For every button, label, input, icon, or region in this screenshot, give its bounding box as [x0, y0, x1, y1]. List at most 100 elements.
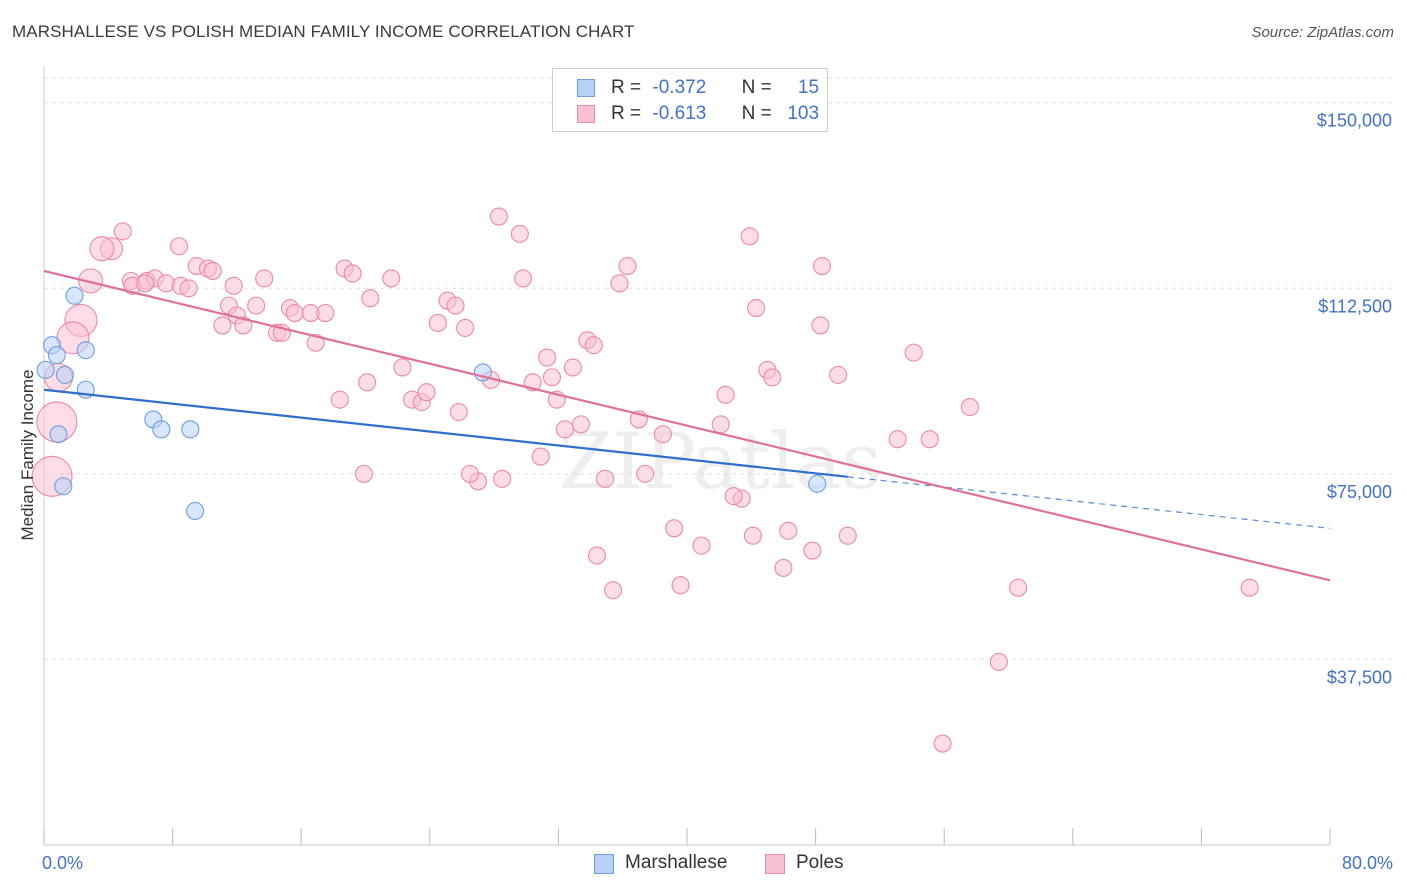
poles-point — [587, 546, 607, 565]
poles-point — [610, 274, 629, 293]
poles-point — [779, 521, 798, 540]
poles-point — [803, 541, 822, 560]
marshallese-point — [54, 477, 73, 496]
poles-point — [78, 268, 104, 294]
poles-legend-label: Poles — [796, 852, 844, 873]
y-tick-label: $112,500 — [1318, 296, 1392, 316]
y-tick-label: $75,000 — [1327, 482, 1392, 502]
marshallese-point — [55, 365, 74, 384]
marshallese-point — [181, 420, 200, 439]
poles-point — [774, 558, 793, 577]
poles-point — [255, 269, 274, 288]
marshallese-legend-swatch — [594, 854, 614, 874]
poles-point — [361, 289, 380, 308]
marshallese-point — [76, 341, 95, 360]
poles-point — [247, 296, 266, 315]
poles-point — [904, 343, 923, 362]
poles-point — [446, 296, 465, 315]
poles-point — [743, 526, 762, 545]
legend-r-label: R = — [611, 103, 642, 124]
poles-point — [740, 227, 759, 246]
poles-point — [343, 264, 362, 283]
poles-trend-line — [43, 269, 1331, 582]
poles-point — [538, 348, 557, 367]
poles-point — [493, 469, 512, 488]
marshallese-point — [152, 420, 171, 439]
y-tick-labels: $37,500 $75,000 $112,500 $150,000 — [1317, 111, 1392, 688]
poles-point — [618, 256, 637, 276]
poles-point — [838, 526, 857, 545]
poles-point — [382, 269, 401, 288]
poles-point — [113, 222, 132, 241]
poles-point — [711, 415, 730, 434]
source-label: Source: ZipAtlas.com — [1251, 24, 1394, 41]
poles-point — [393, 358, 412, 377]
poles-point — [89, 236, 115, 262]
poles-point — [354, 464, 373, 483]
poles-point — [933, 734, 952, 753]
poles-point — [136, 274, 155, 293]
chart-title: MARSHALLESE VS POLISH MEDIAN FAMILY INCO… — [12, 22, 635, 41]
marshallese-trend-line — [43, 388, 848, 478]
poles-point — [531, 447, 550, 466]
poles-point — [306, 333, 325, 352]
poles-point — [584, 336, 603, 355]
poles-point — [563, 358, 582, 377]
poles-swatch — [577, 105, 595, 123]
legend-r-value-poles: -0.613 — [652, 103, 707, 124]
poles-point — [456, 318, 475, 337]
poles-point — [595, 469, 615, 488]
y-axis-label: Median Family Income — [18, 369, 37, 540]
poles-point — [330, 390, 349, 409]
poles-point — [636, 464, 655, 483]
poles-point — [989, 652, 1008, 671]
legend-n-value-marshallese: 15 — [797, 77, 820, 98]
poles-point — [571, 415, 590, 434]
poles-point — [213, 316, 232, 335]
poles-point — [224, 276, 243, 295]
marshallese-point — [36, 360, 55, 380]
poles-point — [716, 385, 735, 404]
legend-n-label: N = — [741, 77, 772, 98]
poles-point — [513, 269, 533, 288]
legend-r-label: R = — [611, 77, 642, 98]
y-tick-label: $37,500 — [1327, 667, 1392, 687]
poles-point — [285, 303, 304, 323]
marshallese-trend-extension — [847, 476, 1331, 529]
poles-point — [555, 420, 574, 439]
poles-point — [811, 316, 830, 335]
poles-points — [31, 207, 1259, 753]
poles-point — [428, 313, 447, 332]
marshallese-point — [186, 501, 205, 521]
legend-r-value-marshallese: -0.372 — [652, 77, 707, 98]
poles-point — [542, 368, 562, 387]
grid-lines — [44, 77, 1392, 660]
marshallese-point — [47, 346, 66, 365]
poles-point — [960, 398, 979, 417]
poles-point — [203, 261, 222, 281]
x-tick-labels: 0.0% 80.0% — [42, 853, 1393, 873]
poles-point — [510, 224, 529, 243]
trend-lines — [43, 269, 1331, 582]
x-tick-label: 0.0% — [42, 853, 83, 873]
poles-point — [169, 237, 189, 256]
poles-point — [604, 581, 623, 600]
poles-point — [653, 425, 672, 444]
poles-point — [812, 256, 832, 276]
correlation-legend: R = -0.372 N = 15 R = -0.613 N = 103 — [552, 68, 828, 132]
poles-point — [724, 487, 743, 506]
poles-point — [671, 576, 690, 595]
x-tick-label: 80.0% — [1342, 853, 1393, 873]
y-tick-label: $150,000 — [1317, 111, 1392, 131]
poles-point — [316, 303, 335, 323]
legend-n-value-poles: 103 — [787, 103, 820, 124]
poles-point — [888, 430, 907, 449]
poles-point — [692, 536, 711, 555]
marshallese-legend-label: Marshallese — [625, 852, 728, 873]
poles-point — [179, 279, 198, 298]
axes — [43, 66, 1331, 846]
poles-point — [417, 383, 436, 402]
poles-point — [234, 316, 253, 335]
marshallese-point — [808, 474, 827, 493]
